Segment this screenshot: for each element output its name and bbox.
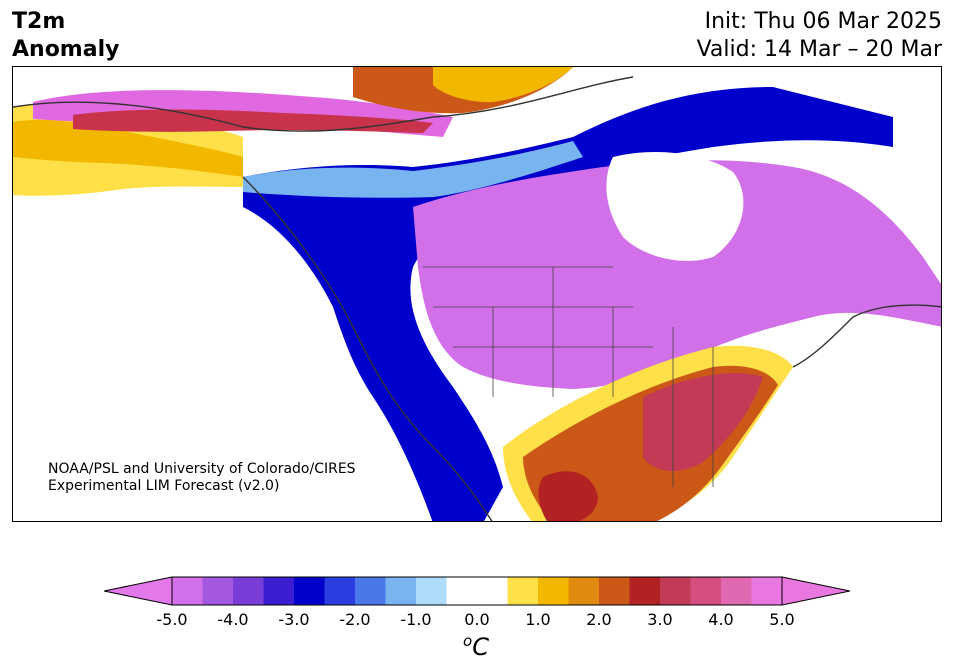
colorbar-tick-label: -5.0	[156, 610, 188, 629]
map-canvas	[13, 67, 941, 521]
forecast-dates: Init: Thu 06 Mar 2025 Valid: 14 Mar – 20…	[697, 8, 942, 64]
title-line-1: T2m	[12, 9, 66, 34]
colorbar-frame	[171, 576, 783, 606]
colorbar-segment	[477, 577, 508, 605]
colorbar-tick-label: -2.0	[339, 610, 371, 629]
colorbar-tick-label: 0.0	[464, 610, 490, 629]
valid-range: Valid: 14 Mar – 20 Mar	[696, 37, 942, 62]
title-line-2: Anomaly	[12, 37, 120, 62]
map-title: T2m Anomaly	[12, 8, 119, 64]
colorbar-tick-label: 1.0	[525, 610, 551, 629]
colorbar-tick-label: 4.0	[708, 610, 734, 629]
colorbar-segment	[172, 577, 203, 605]
northern-canada-warm-edge	[433, 67, 573, 103]
credit: NOAA/PSL and University of Colorado/CIRE…	[48, 461, 356, 495]
colorbar-segment	[233, 577, 264, 605]
colorbar-segment	[507, 577, 539, 605]
colorbar-tick-label: 2.0	[586, 610, 612, 629]
credit-line-2: Experimental LIM Forecast (v2.0)	[48, 478, 280, 494]
colorbar-segment	[202, 577, 234, 605]
colorbar-segment	[416, 577, 447, 605]
interior-cold-core	[413, 160, 941, 389]
colorbar-segment	[385, 577, 417, 605]
unit-label: oC	[463, 632, 489, 661]
colorbar-segment	[324, 577, 356, 605]
colorbar-segment	[355, 577, 386, 605]
colorbar-segment	[660, 577, 691, 605]
texas-warm-core	[538, 471, 598, 521]
state-borders	[423, 266, 714, 487]
anomaly-map	[12, 66, 942, 522]
colorbar-segment	[538, 577, 569, 605]
arctic-red-core	[73, 109, 433, 133]
colorbar-segment	[294, 577, 325, 605]
colorbar-ticks: -5.0 -4.0 -3.0 -2.0 -1.0 0.0 1.0 2.0 3.0 4.0 5.0	[0, 610, 954, 634]
colorbar-under-arrow	[104, 576, 173, 606]
unit-superscript: o	[463, 632, 473, 650]
colorbar-segment	[629, 577, 661, 605]
alaska-warm-core	[13, 119, 243, 177]
colorbar-segment	[263, 577, 295, 605]
colorbar-segment	[568, 577, 600, 605]
colorbar-tick-label: -4.0	[217, 610, 249, 629]
init-date: Init: Thu 06 Mar 2025	[704, 9, 942, 34]
credit-line-1: NOAA/PSL and University of Colorado/CIRE…	[48, 461, 356, 477]
colorbar-segment	[751, 577, 783, 605]
colorbar-tick-label: -3.0	[278, 610, 310, 629]
colorbar-segment	[721, 577, 752, 605]
colorbar-tick-label: 3.0	[647, 610, 673, 629]
coastline	[13, 76, 941, 521]
colorbar	[104, 576, 850, 606]
colorbar-over-arrow	[781, 576, 850, 606]
colorbar-tick-label: -1.0	[400, 610, 432, 629]
quebec-neutral	[606, 152, 744, 261]
colorbar-tick-label: 5.0	[769, 610, 795, 629]
colorbar-segment	[446, 577, 478, 605]
unit-base: C	[472, 633, 489, 661]
cold-fringe-light	[243, 141, 583, 198]
colorbar-segment	[599, 577, 630, 605]
colorbar-segment	[690, 577, 722, 605]
